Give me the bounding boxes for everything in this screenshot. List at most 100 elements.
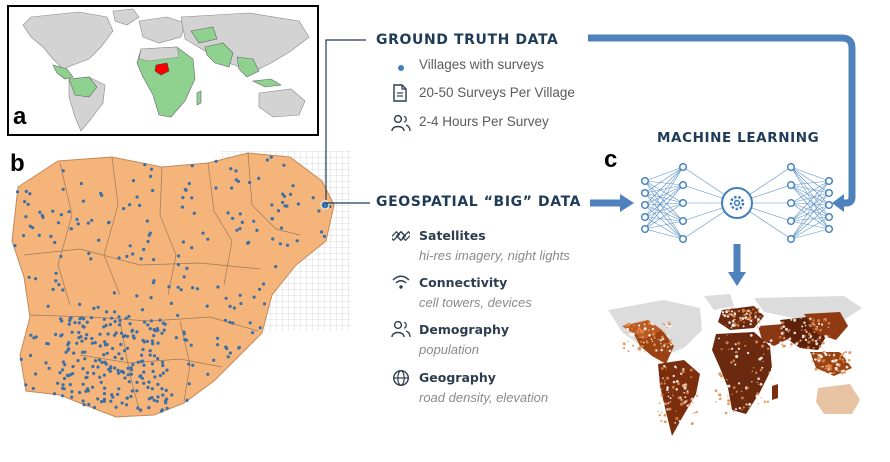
satellite-icon <box>389 227 413 250</box>
prediction-speck <box>752 318 754 320</box>
prediction-speck <box>748 402 752 406</box>
prediction-speck <box>731 307 734 310</box>
prediction-speck <box>675 388 678 391</box>
prediction-speck <box>811 322 815 326</box>
prediction-speck <box>664 366 667 369</box>
prediction-speck <box>675 416 679 420</box>
prediction-speck <box>718 393 722 397</box>
prediction-speck <box>766 400 770 403</box>
prediction-speck <box>718 369 720 372</box>
prediction-speck <box>745 316 748 319</box>
prediction-speck <box>648 334 651 337</box>
prediction-speck <box>662 377 664 380</box>
survey-dot <box>238 212 242 216</box>
survey-dot <box>185 266 189 270</box>
prediction-speck <box>725 324 727 327</box>
prediction-speck <box>671 391 673 393</box>
prediction-speck <box>809 361 812 363</box>
survey-dot <box>231 216 235 220</box>
survey-dot <box>151 369 155 373</box>
survey-dot <box>78 317 82 321</box>
survey-dot <box>130 368 134 372</box>
survey-dot <box>127 314 131 319</box>
prediction-speck <box>666 408 669 411</box>
network-node <box>679 181 688 190</box>
prediction-speck <box>757 307 760 311</box>
prediction-speck <box>746 386 749 390</box>
prediction-speck <box>818 371 821 374</box>
survey-dot <box>128 322 132 326</box>
prediction-speck <box>738 406 742 410</box>
wifi-icon <box>392 274 410 295</box>
survey-dot <box>71 372 75 376</box>
prediction-speck <box>759 315 761 317</box>
survey-dot <box>116 392 120 396</box>
prediction-speck <box>663 344 666 347</box>
prediction-speck <box>797 341 800 344</box>
survey-dot <box>68 317 72 321</box>
survey-dot <box>258 287 262 291</box>
survey-dot <box>274 265 278 269</box>
prediction-speck <box>814 358 817 361</box>
prediction-speck <box>757 317 760 319</box>
prediction-speck <box>662 322 664 325</box>
prediction-speck <box>848 351 852 355</box>
survey-dot <box>224 296 228 300</box>
survey-dot <box>116 368 120 372</box>
survey-dot <box>121 370 126 375</box>
survey-dot <box>91 364 95 369</box>
survey-dot <box>110 346 115 351</box>
survey-dot <box>291 184 295 188</box>
prediction-speck <box>732 320 735 323</box>
prediction-speck <box>693 411 696 414</box>
prediction-speck <box>817 322 821 325</box>
prediction-speck <box>686 391 689 395</box>
prediction-speck <box>748 310 751 312</box>
south-america-surveyed-shape <box>68 76 98 98</box>
prediction-speck <box>768 342 772 346</box>
network-edge <box>644 204 684 222</box>
prediction-speck <box>725 341 729 345</box>
survey-dot <box>96 305 100 309</box>
prediction-speck <box>835 369 837 371</box>
survey-dot <box>214 159 218 163</box>
survey-dot <box>62 387 66 391</box>
prediction-speck <box>751 370 753 372</box>
survey-dot <box>109 365 113 369</box>
survey-dot <box>87 251 91 256</box>
survey-dot <box>229 167 233 171</box>
survey-dot <box>51 209 55 213</box>
prediction-speck <box>824 319 827 322</box>
network-node <box>786 163 795 171</box>
prediction-speck <box>749 334 753 337</box>
survey-dot <box>190 164 194 168</box>
survey-dot <box>206 372 210 376</box>
prediction-speck <box>743 317 745 319</box>
survey-dot <box>59 254 63 259</box>
prediction-speck <box>660 343 662 345</box>
network-edge <box>644 204 684 240</box>
prediction-speck <box>647 329 651 332</box>
survey-dot <box>135 330 139 334</box>
europe-shape <box>138 16 186 44</box>
prediction-speck <box>760 318 762 321</box>
prediction-speck <box>664 402 668 406</box>
prediction-speck <box>668 350 670 352</box>
world-inset-map: a <box>7 5 319 136</box>
prediction-speck <box>828 344 831 347</box>
network-node <box>640 176 649 185</box>
survey-dot <box>85 333 89 337</box>
network-node <box>679 234 688 243</box>
survey-dot <box>150 396 154 400</box>
survey-dot <box>125 396 129 400</box>
survey-dot <box>123 376 127 380</box>
ground-truth-item-villages: Villages with surveys <box>419 57 545 72</box>
survey-dot <box>281 192 285 196</box>
network-node <box>679 163 688 171</box>
survey-dot <box>191 363 195 367</box>
prediction-speck <box>719 378 723 382</box>
panel-letter-c: c <box>604 146 618 173</box>
prediction-speck <box>725 310 729 314</box>
prediction-speck <box>732 409 736 412</box>
network-edge <box>790 192 830 204</box>
